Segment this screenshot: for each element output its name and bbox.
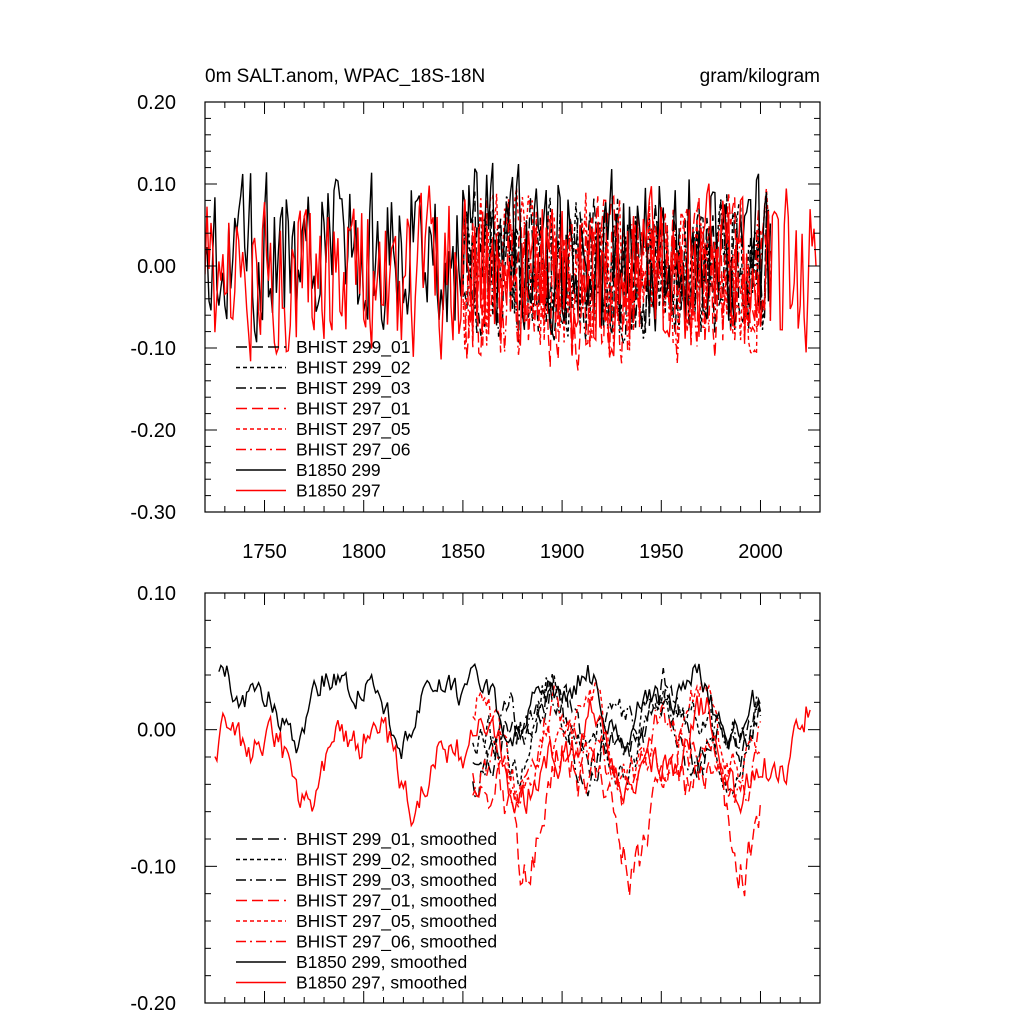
series-line-5 xyxy=(472,679,761,808)
top-chart-title: 0m SALT.anom, WPAC_18S-18N xyxy=(205,66,485,87)
series-line-3 xyxy=(472,686,762,801)
legend-label: BHIST 299_03, smoothed xyxy=(296,870,497,891)
legend-label: BHIST 297_05 xyxy=(296,419,410,440)
legend-label: BHIST 297_06, smoothed xyxy=(296,932,497,953)
y-tick-label: 0.10 xyxy=(137,174,176,196)
legend-label: B1850 297 xyxy=(296,481,381,501)
legend-label: BHIST 299_02, smoothed xyxy=(296,850,497,871)
bottom-plot-frame xyxy=(204,592,821,1004)
top-chart-units: gram/kilogram xyxy=(700,66,820,87)
x-tick-label: 1850 xyxy=(441,541,486,563)
legend-label: BHIST 297_01 xyxy=(296,399,410,420)
series-line-4 xyxy=(472,745,762,897)
top-panel: 0m SALT.anom, WPAC_18S-18N gram/kilogram… xyxy=(130,66,821,563)
y-tick-label: 0.20 xyxy=(137,92,176,114)
series-line-8 xyxy=(205,183,817,362)
top-plot-frame xyxy=(204,101,821,513)
legend-label: B1850 297, smoothed xyxy=(296,973,467,993)
series-line-2 xyxy=(472,675,762,795)
legend-label: B1850 299, smoothed xyxy=(296,952,467,972)
bottom-panel: 0.10 0.00 -0.10 -0.20 BHIST 299_01, smoothe… xyxy=(130,583,821,1015)
top-series-lines xyxy=(205,162,817,371)
x-tick-label: 2000 xyxy=(738,541,783,563)
series-line-8 xyxy=(214,695,811,828)
y-tick-label: -0.20 xyxy=(130,420,176,442)
x-tick-label: 1950 xyxy=(639,541,684,563)
x-tick-label: 1800 xyxy=(341,541,386,563)
y-tick-label: 0.00 xyxy=(137,256,176,278)
legend-label: BHIST 297_01, smoothed xyxy=(296,891,497,912)
x-tick-label: 1750 xyxy=(242,541,287,563)
legend-label: BHIST 299_01, smoothed xyxy=(296,829,497,850)
y-tick-label: -0.10 xyxy=(130,338,176,360)
legend-label: BHIST 299_03 xyxy=(296,378,410,399)
series-line-7 xyxy=(218,662,762,760)
legend-label: BHIST 299_02 xyxy=(296,358,410,379)
legend-label: BHIST 299_01 xyxy=(296,337,410,358)
y-tick-label: -0.10 xyxy=(130,856,176,878)
legend-label: BHIST 297_05, smoothed xyxy=(296,911,497,932)
y-tick-label: -0.20 xyxy=(130,993,176,1015)
legend-label: B1850 299 xyxy=(296,460,381,480)
y-tick-label: -0.30 xyxy=(130,502,176,524)
series-line-7 xyxy=(205,162,772,343)
y-tick-label: 0.10 xyxy=(137,583,176,605)
y-tick-label: 0.00 xyxy=(137,720,176,742)
legend-label: BHIST 297_06 xyxy=(296,440,410,461)
x-tick-label: 1900 xyxy=(540,541,585,563)
bottom-series-lines xyxy=(214,662,811,897)
series-line-6 xyxy=(472,684,762,808)
